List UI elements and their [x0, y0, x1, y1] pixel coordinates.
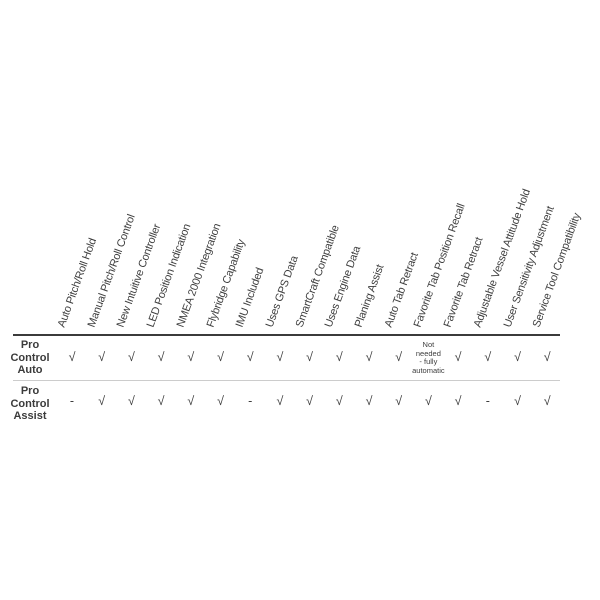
dash-cell-r2-c1: - — [69, 394, 75, 408]
check-cell-r1-c2: √ — [98, 350, 106, 364]
check-cell-r1-c6: √ — [217, 350, 224, 364]
row-label-pro-control-auto: Pro Control Auto — [10, 339, 50, 376]
table-top-rule — [13, 334, 560, 336]
check-cell-r2-c8: √ — [276, 394, 284, 408]
column-header-planing-assist: Planing Assist — [352, 263, 387, 329]
check-cell-r2-c11: √ — [365, 394, 373, 408]
check-cell-r2-c10: √ — [335, 394, 343, 408]
check-cell-r1-c16: √ — [514, 350, 521, 364]
column-header-adjustable-vessel-attitude-hold: Adjustable Vessel Attitude Hold — [471, 187, 533, 329]
check-cell-r2-c5: √ — [187, 394, 195, 408]
check-cell-r2-c16: √ — [514, 394, 521, 408]
check-cell-r2-c13: √ — [424, 394, 432, 408]
check-cell-r1-c3: √ — [127, 350, 135, 364]
check-cell-r2-c4: √ — [157, 394, 165, 408]
check-cell-r1-c10: √ — [335, 350, 343, 364]
check-cell-r2-c14: √ — [454, 394, 462, 408]
check-cell-r1-c14: √ — [454, 350, 462, 364]
column-header-imu-included: IMU Included — [233, 266, 267, 329]
check-cell-r1-c12: √ — [395, 350, 403, 364]
check-cell-r2-c6: √ — [217, 394, 224, 408]
check-cell-r2-c17: √ — [543, 394, 551, 408]
check-cell-r2-c3: √ — [127, 394, 135, 408]
check-cell-r1-c9: √ — [306, 350, 314, 364]
check-cell-r1-c5: √ — [187, 350, 195, 364]
check-cell-r1-c15: √ — [484, 350, 492, 364]
note-cell-r1-c13: Not needed - fully automatic — [412, 340, 445, 375]
table-row-separator — [13, 380, 560, 381]
check-cell-r2-c9: √ — [306, 394, 314, 408]
check-cell-r1-c17: √ — [543, 350, 551, 364]
check-cell-r1-c1: √ — [68, 350, 76, 364]
check-cell-r1-c7: √ — [246, 350, 254, 364]
check-cell-r1-c11: √ — [365, 350, 373, 364]
dash-cell-r2-c7: - — [248, 394, 253, 408]
check-cell-r2-c2: √ — [98, 394, 106, 408]
check-cell-r1-c8: √ — [276, 350, 284, 364]
dash-cell-r2-c15: - — [485, 394, 490, 408]
row-label-pro-control-assist: Pro Control Assist — [10, 385, 50, 422]
check-cell-r1-c4: √ — [157, 350, 165, 364]
check-cell-r2-c12: √ — [395, 394, 403, 408]
